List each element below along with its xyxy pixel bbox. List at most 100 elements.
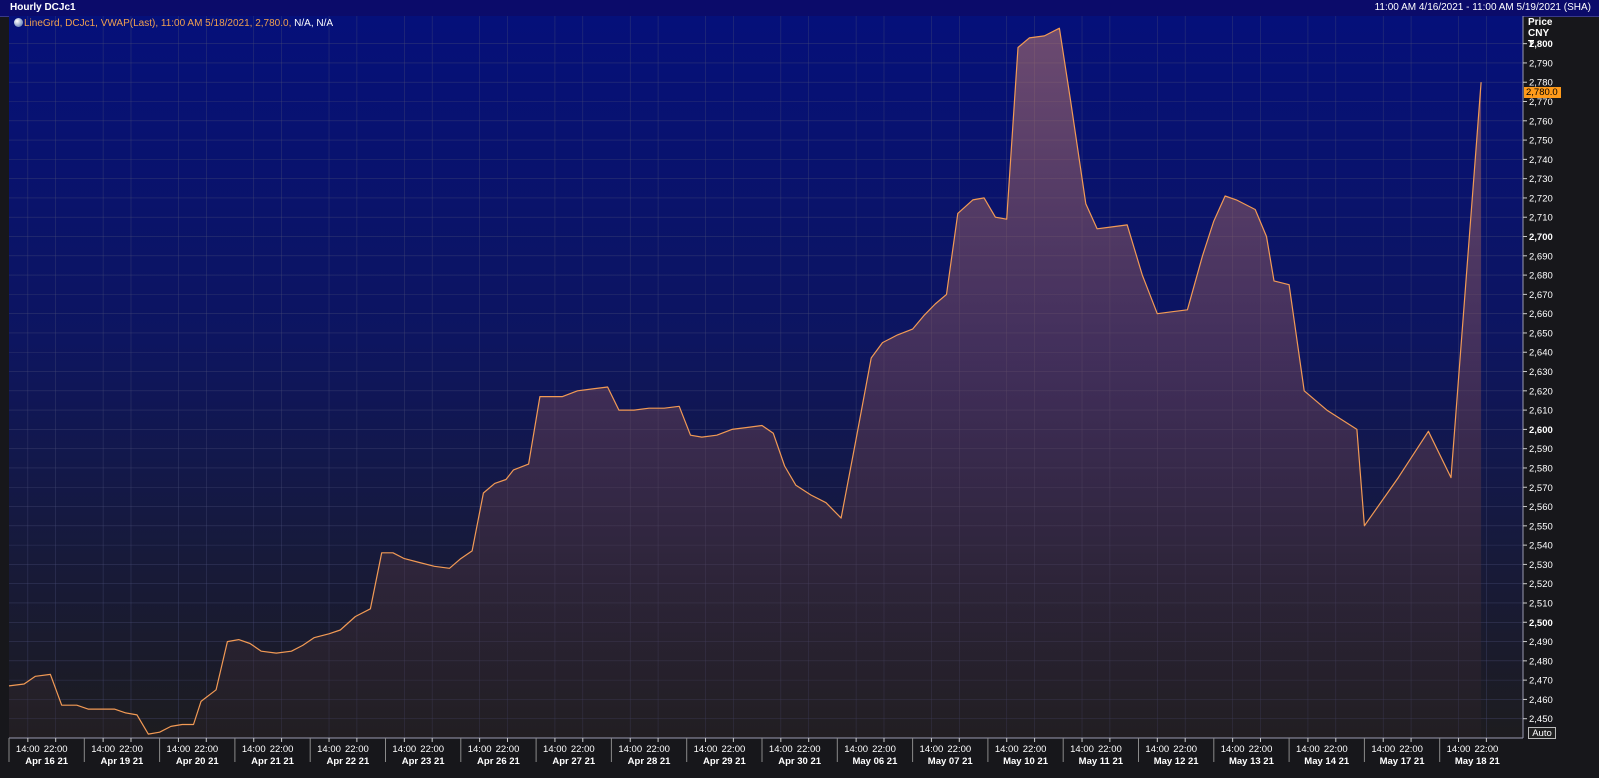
x-day-label: Apr 27 21 bbox=[552, 756, 595, 767]
y-tick-label: 2,800 bbox=[1529, 39, 1553, 50]
y-tick-label: 2,690 bbox=[1529, 251, 1553, 262]
x-day-label: May 17 21 bbox=[1380, 756, 1426, 767]
y-tick-label: 2,480 bbox=[1529, 656, 1553, 667]
y-tick-label: 2,640 bbox=[1529, 348, 1553, 359]
price-chart[interactable]: 2,450 2,460 2,470 2,480 2,490 2,500 2,510 2,520… bbox=[0, 16, 1599, 778]
x-day-label: May 13 21 bbox=[1229, 756, 1275, 767]
x-day-label: Apr 20 21 bbox=[176, 756, 219, 767]
y-tick-label: 2,470 bbox=[1529, 676, 1553, 687]
y-tick-label: 2,490 bbox=[1529, 637, 1553, 648]
x-hour-label: 14:00 bbox=[167, 744, 191, 755]
x-day-label: May 10 21 bbox=[1003, 756, 1049, 767]
x-hour-label: 14:00 bbox=[1371, 744, 1395, 755]
x-day-label: May 07 21 bbox=[928, 756, 974, 767]
x-hour-label: 14:00 bbox=[769, 744, 793, 755]
x-hour-label: 14:00 bbox=[543, 744, 567, 755]
y-tick-label: 2,700 bbox=[1529, 232, 1553, 243]
x-hour-label: 14:00 bbox=[468, 744, 492, 755]
last-price-tag: 2,780.0 bbox=[1524, 87, 1561, 98]
x-day-label: Apr 23 21 bbox=[402, 756, 445, 767]
y-tick-label: 2,450 bbox=[1529, 714, 1553, 725]
x-hour-label: 22:00 bbox=[872, 744, 896, 755]
y-tick-label: 2,720 bbox=[1529, 193, 1553, 204]
x-day-label: Apr 30 21 bbox=[778, 756, 821, 767]
price-area bbox=[9, 28, 1482, 738]
y-tick-label: 2,580 bbox=[1529, 463, 1553, 474]
y-tick-label: 2,630 bbox=[1529, 367, 1553, 378]
x-hour-label: 14:00 bbox=[1070, 744, 1094, 755]
y-tick-label: 2,540 bbox=[1529, 541, 1553, 552]
y-tick-label: 2,560 bbox=[1529, 502, 1553, 513]
x-hour-label: 22:00 bbox=[646, 744, 670, 755]
x-hour-label: 22:00 bbox=[119, 744, 143, 755]
y-axis-unit-price: Price bbox=[1528, 17, 1553, 28]
y-tick-label: 2,610 bbox=[1529, 406, 1553, 417]
x-hour-label: 22:00 bbox=[345, 744, 369, 755]
price-series bbox=[8, 27, 1482, 735]
y-tick-label: 2,590 bbox=[1529, 444, 1553, 455]
x-hour-label: 14:00 bbox=[844, 744, 868, 755]
x-hour-label: 14:00 bbox=[694, 744, 718, 755]
y-tick-label: 2,680 bbox=[1529, 271, 1553, 282]
x-hour-label: 22:00 bbox=[1098, 744, 1122, 755]
x-hour-label: 22:00 bbox=[496, 744, 520, 755]
date-range: 11:00 AM 4/16/2021 - 11:00 AM 5/19/2021 … bbox=[1374, 2, 1591, 13]
y-tick-label: 2,670 bbox=[1529, 290, 1553, 301]
x-hour-label: 14:00 bbox=[1447, 744, 1471, 755]
x-hour-label: 22:00 bbox=[571, 744, 595, 755]
y-tick-label: 2,530 bbox=[1529, 560, 1553, 571]
x-day-label: Apr 28 21 bbox=[628, 756, 671, 767]
y-tick-label: 2,460 bbox=[1529, 695, 1553, 706]
x-day-label: Apr 29 21 bbox=[703, 756, 746, 767]
x-hour-label: 22:00 bbox=[947, 744, 971, 755]
y-tick-label: 2,740 bbox=[1529, 155, 1553, 166]
series-legend[interactable]: LineGrd, DCJc1, VWAP(Last), 11:00 AM 5/1… bbox=[14, 17, 333, 31]
x-hour-label: 14:00 bbox=[91, 744, 115, 755]
x-hour-label: 14:00 bbox=[995, 744, 1019, 755]
x-hour-label: 14:00 bbox=[1221, 744, 1245, 755]
x-day-label: Apr 16 21 bbox=[25, 756, 68, 767]
x-hour-label: 22:00 bbox=[1399, 744, 1423, 755]
y-tick-label: 2,790 bbox=[1529, 58, 1553, 69]
x-day-label: May 06 21 bbox=[852, 756, 898, 767]
x-day-label: Apr 22 21 bbox=[326, 756, 369, 767]
y-axis-unit-ton: T bbox=[1528, 39, 1535, 50]
title-bar: Hourly DCJc1 11:00 AM 4/16/2021 - 11:00 … bbox=[0, 0, 1599, 17]
y-tick-label: 2,770 bbox=[1529, 97, 1553, 108]
x-hour-label: 14:00 bbox=[618, 744, 642, 755]
y-tick-label: 2,760 bbox=[1529, 116, 1553, 127]
x-hour-label: 22:00 bbox=[721, 744, 745, 755]
x-hour-label: 14:00 bbox=[242, 744, 266, 755]
x-hour-label: 22:00 bbox=[797, 744, 821, 755]
y-tick-label: 2,520 bbox=[1529, 579, 1553, 590]
x-day-label: May 11 21 bbox=[1079, 756, 1124, 767]
y-tick-label: 2,750 bbox=[1529, 136, 1553, 147]
x-hour-label: 22:00 bbox=[44, 744, 68, 755]
x-hour-label: 22:00 bbox=[270, 744, 294, 755]
x-hour-label: 14:00 bbox=[317, 744, 341, 755]
x-hour-label: 22:00 bbox=[1324, 744, 1348, 755]
y-tick-label: 2,550 bbox=[1529, 521, 1553, 532]
y-tick-label: 2,570 bbox=[1529, 483, 1553, 494]
x-hour-label: 14:00 bbox=[16, 744, 40, 755]
y-axis-unit: Price CNY T bbox=[1528, 17, 1568, 50]
y-tick-label: 2,730 bbox=[1529, 174, 1553, 185]
price-area-fill bbox=[9, 28, 1482, 738]
y-axis-unit-currency: CNY bbox=[1528, 28, 1550, 39]
y-tick-label: 2,660 bbox=[1529, 309, 1553, 320]
legend-globe-icon bbox=[14, 18, 23, 27]
x-day-label: Apr 19 21 bbox=[101, 756, 144, 767]
y-tick-label: 2,600 bbox=[1529, 425, 1553, 436]
auto-scale-button[interactable]: Auto bbox=[1528, 727, 1556, 739]
chart-title: Hourly DCJc1 bbox=[10, 2, 76, 13]
price-line[interactable] bbox=[8, 27, 1482, 735]
x-hour-label: 22:00 bbox=[194, 744, 218, 755]
y-tick-label: 2,500 bbox=[1529, 618, 1553, 629]
x-hour-label: 14:00 bbox=[920, 744, 944, 755]
x-hour-label: 14:00 bbox=[392, 744, 416, 755]
x-hour-label: 14:00 bbox=[1296, 744, 1320, 755]
x-hour-label: 22:00 bbox=[420, 744, 444, 755]
x-hour-label: 22:00 bbox=[1249, 744, 1273, 755]
